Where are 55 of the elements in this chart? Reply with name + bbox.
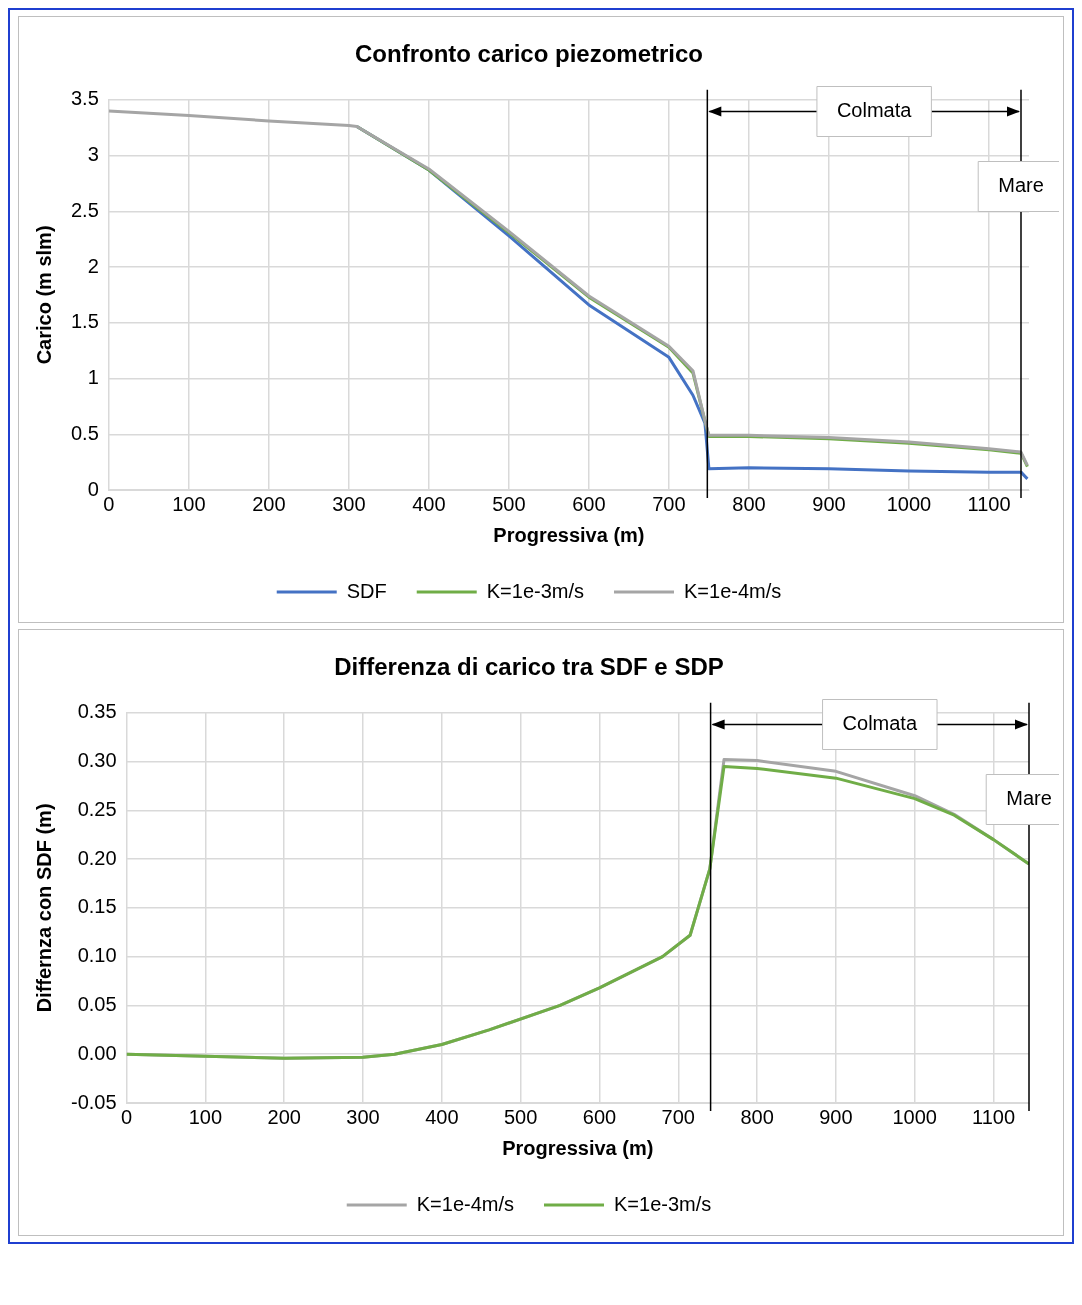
chart-title: Confronto carico piezometrico bbox=[354, 40, 704, 68]
x-tick-label: 500 bbox=[503, 1105, 538, 1128]
x-tick-label: 1100 bbox=[972, 1105, 1016, 1128]
y-tick-label: 3.5 bbox=[70, 87, 99, 110]
y-tick-label: 0.00 bbox=[77, 1041, 117, 1064]
legend-label: K=1e-3m/s bbox=[486, 579, 584, 602]
x-tick-label: 900 bbox=[819, 1105, 853, 1128]
x-tick-label: 900 bbox=[812, 492, 846, 515]
x-tick-label: 100 bbox=[172, 492, 206, 515]
y-tick-label: 0.30 bbox=[77, 749, 117, 772]
annotation: Colmata bbox=[836, 99, 913, 122]
y-tick-label: 1.5 bbox=[70, 310, 99, 333]
x-tick-label: 700 bbox=[652, 492, 686, 515]
x-tick-label: 300 bbox=[346, 1105, 380, 1128]
annotation: Colmata bbox=[842, 712, 918, 735]
chart-title: Differenza di carico tra SDF e SDP bbox=[334, 653, 724, 681]
x-tick-label: 600 bbox=[572, 492, 606, 515]
y-tick-label: 0.35 bbox=[77, 700, 117, 723]
x-tick-label: 100 bbox=[188, 1105, 223, 1128]
x-tick-label: 400 bbox=[425, 1105, 459, 1128]
x-tick-label: 500 bbox=[492, 492, 526, 515]
y-tick-label: 2 bbox=[87, 254, 99, 277]
x-tick-label: 1000 bbox=[892, 1105, 937, 1128]
x-tick-label: 200 bbox=[267, 1105, 301, 1128]
x-tick-label: 1000 bbox=[886, 492, 932, 515]
legend-label: SDF bbox=[346, 579, 387, 602]
legend-label: K=1e-3m/s bbox=[614, 1192, 712, 1215]
y-tick-label: 0.25 bbox=[77, 797, 117, 820]
x-tick-label: 800 bbox=[740, 1105, 774, 1128]
y-axis-title: Carico (m slm) bbox=[32, 225, 55, 365]
x-tick-label: 400 bbox=[412, 492, 446, 515]
annotation: Mare bbox=[1006, 787, 1052, 810]
y-tick-label: 0.20 bbox=[77, 846, 117, 869]
x-tick-label: 800 bbox=[732, 492, 766, 515]
x-tick-label: 200 bbox=[252, 492, 286, 515]
legend-label: K=1e-4m/s bbox=[416, 1192, 514, 1215]
y-tick-label: -0.05 bbox=[70, 1090, 117, 1113]
x-tick-label: 300 bbox=[332, 492, 366, 515]
y-tick-label: 0.15 bbox=[77, 895, 117, 918]
x-tick-label: 700 bbox=[661, 1105, 695, 1128]
x-axis-title: Progressiva (m) bbox=[502, 1136, 654, 1159]
y-tick-label: 0.5 bbox=[70, 421, 99, 444]
legend-label: K=1e-4m/s bbox=[684, 579, 782, 602]
x-tick-label: 0 bbox=[121, 1105, 133, 1128]
x-tick-label: 1100 bbox=[967, 492, 1011, 515]
y-tick-label: 0 bbox=[87, 477, 99, 500]
y-tick-label: 0.10 bbox=[77, 944, 117, 967]
x-axis-title: Progressiva (m) bbox=[493, 523, 645, 546]
y-tick-label: 0.05 bbox=[77, 992, 117, 1015]
x-tick-label: 600 bbox=[582, 1105, 617, 1128]
y-axis-title: Differnza con SDF (m) bbox=[32, 803, 55, 1013]
y-tick-label: 2.5 bbox=[70, 198, 99, 221]
y-tick-label: 3 bbox=[87, 143, 99, 166]
y-tick-label: 1 bbox=[87, 366, 99, 389]
annotation: Mare bbox=[998, 174, 1044, 197]
